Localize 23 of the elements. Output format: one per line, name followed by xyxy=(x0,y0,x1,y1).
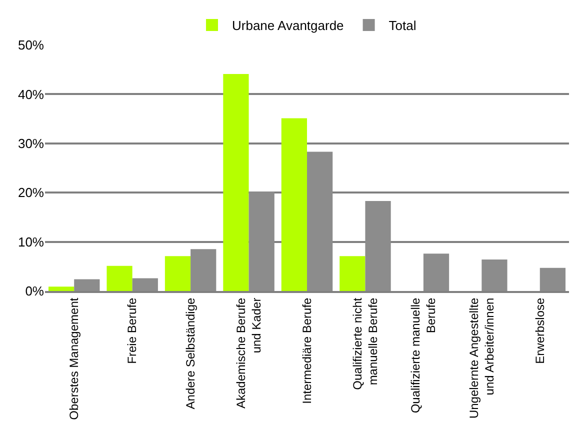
bar xyxy=(48,286,74,291)
x-tick-label: Andere Selbständige xyxy=(183,297,198,410)
y-tick-label: 40% xyxy=(18,86,44,102)
y-tick-label: 50% xyxy=(18,38,44,53)
y-tick-label: 10% xyxy=(18,234,44,250)
x-tick-label: Akademische Berufe und Kader xyxy=(234,297,264,409)
bar xyxy=(106,266,132,291)
x-tick-label: Freie Berufe xyxy=(125,297,140,364)
x-tick-label: Qualifizierte manuelle Berufe xyxy=(408,297,438,414)
x-tick-label: Oberstes Management xyxy=(67,297,82,420)
x-tick-label: Erwerbslose xyxy=(532,297,547,364)
bar xyxy=(281,118,307,291)
x-tick-label: Qualifizierte nicht manuelle Berufe xyxy=(350,297,380,390)
legend-label: Total xyxy=(388,18,416,34)
y-tick-label: 20% xyxy=(18,185,44,200)
legend-label: Urbane Avantgarde xyxy=(232,18,344,34)
bar xyxy=(340,256,366,291)
y-tick-label: 0% xyxy=(25,284,44,299)
bar xyxy=(164,256,191,291)
bar xyxy=(223,74,249,291)
y-tick-label: 30% xyxy=(18,136,44,151)
x-tick-label: Intermediäre Berufe xyxy=(300,297,314,404)
x-tick-label: Ungelernte Angestellte und Arbeiter/innen xyxy=(466,297,496,419)
